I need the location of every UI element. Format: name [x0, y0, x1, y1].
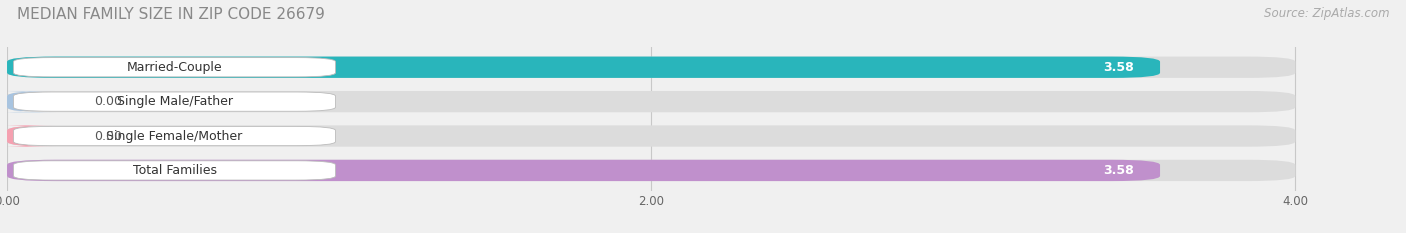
Text: 0.00: 0.00 — [94, 95, 122, 108]
Text: Single Male/Father: Single Male/Father — [117, 95, 232, 108]
Text: 3.58: 3.58 — [1104, 61, 1135, 74]
FancyBboxPatch shape — [14, 161, 336, 180]
FancyBboxPatch shape — [7, 160, 1295, 181]
FancyBboxPatch shape — [14, 126, 336, 146]
Text: MEDIAN FAMILY SIZE IN ZIP CODE 26679: MEDIAN FAMILY SIZE IN ZIP CODE 26679 — [17, 7, 325, 22]
Text: Source: ZipAtlas.com: Source: ZipAtlas.com — [1264, 7, 1389, 20]
FancyBboxPatch shape — [7, 91, 1295, 112]
FancyBboxPatch shape — [0, 125, 55, 147]
Text: 3.58: 3.58 — [1104, 164, 1135, 177]
FancyBboxPatch shape — [0, 91, 55, 112]
Text: 0.00: 0.00 — [94, 130, 122, 143]
Text: Total Families: Total Families — [132, 164, 217, 177]
FancyBboxPatch shape — [14, 58, 336, 77]
Text: Single Female/Mother: Single Female/Mother — [107, 130, 243, 143]
FancyBboxPatch shape — [7, 57, 1295, 78]
FancyBboxPatch shape — [7, 160, 1160, 181]
Text: Married-Couple: Married-Couple — [127, 61, 222, 74]
FancyBboxPatch shape — [7, 57, 1160, 78]
FancyBboxPatch shape — [14, 92, 336, 111]
FancyBboxPatch shape — [7, 125, 1295, 147]
